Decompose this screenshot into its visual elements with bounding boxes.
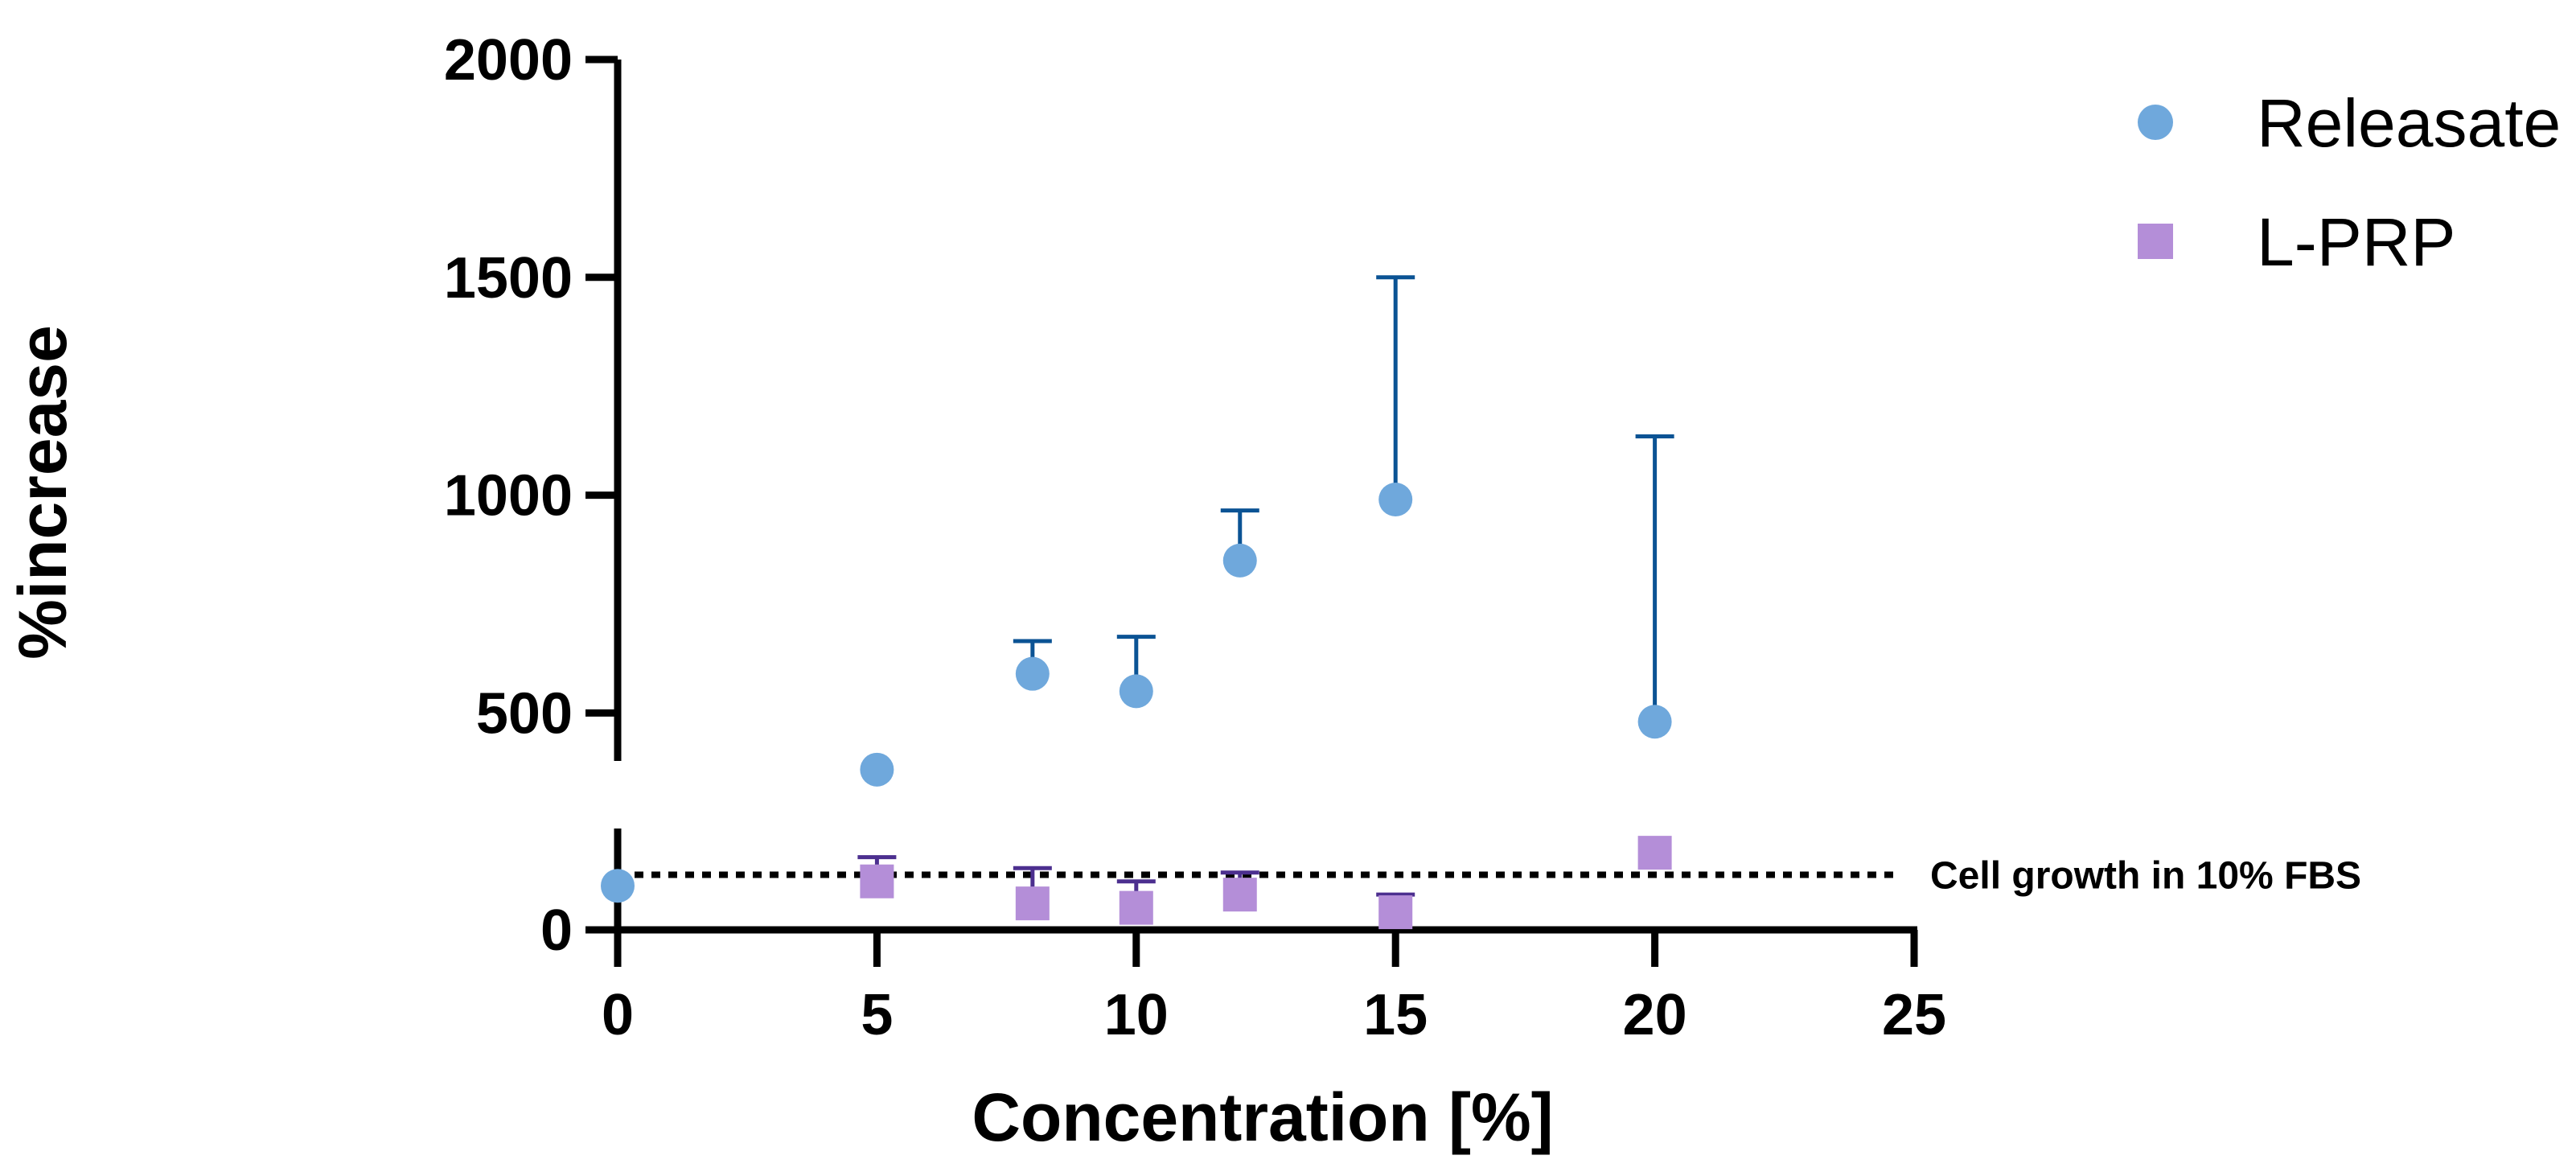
error-bars: [857, 275, 1674, 913]
axes: 0 500 1000 1500 2000 0 5 10 15 20 25: [444, 28, 1946, 1047]
releasate-point: [601, 869, 635, 903]
y-tick-label: 2000: [444, 28, 573, 93]
x-tick-label: 0: [602, 983, 634, 1047]
releasate-point: [1015, 656, 1050, 691]
x-tick-label: 25: [1882, 983, 1946, 1047]
data-points: [601, 483, 1672, 930]
releasate-point: [1378, 483, 1413, 517]
legend-circle-marker: [2138, 105, 2173, 140]
y-axis-title: %increase: [5, 325, 80, 660]
legend-label: Releasate: [2257, 85, 2561, 161]
legend-item: L-PRP: [2138, 204, 2455, 280]
legend-square-marker: [2138, 224, 2173, 259]
l-prp-point: [1015, 886, 1050, 921]
y-tick-label: 1500: [444, 246, 573, 310]
releasate-point: [1222, 543, 1257, 578]
reference-line-group: Cell growth in 10% FBS: [618, 855, 2361, 898]
releasate-point: [1119, 674, 1153, 709]
reference-line-label: Cell growth in 10% FBS: [1930, 855, 2361, 898]
releasate-point: [1637, 705, 1672, 739]
labels: Concentration [%] %increase: [5, 325, 1554, 1155]
l-prp-point: [1222, 878, 1257, 912]
y-tick-label: 1000: [444, 464, 573, 528]
y-tick-label: 0: [540, 898, 573, 963]
l-prp-point: [1119, 890, 1153, 925]
x-tick-label: 5: [861, 983, 893, 1047]
l-prp-point: [1637, 836, 1672, 870]
y-tick-label: 500: [476, 681, 573, 746]
x-tick-label: 15: [1363, 983, 1428, 1047]
error-bar: [1376, 275, 1415, 500]
x-axis-title: Concentration [%]: [972, 1079, 1553, 1155]
l-prp-point: [860, 864, 894, 898]
legend-label: L-PRP: [2257, 204, 2455, 280]
x-tick-label: 10: [1104, 983, 1169, 1047]
l-prp-point: [1378, 895, 1413, 930]
legend-item: Releasate: [2138, 85, 2561, 161]
x-tick-label: 20: [1623, 983, 1687, 1047]
releasate-point: [860, 752, 894, 787]
legend: Releasate L-PRP: [2138, 85, 2561, 280]
error-bar: [1635, 434, 1674, 722]
